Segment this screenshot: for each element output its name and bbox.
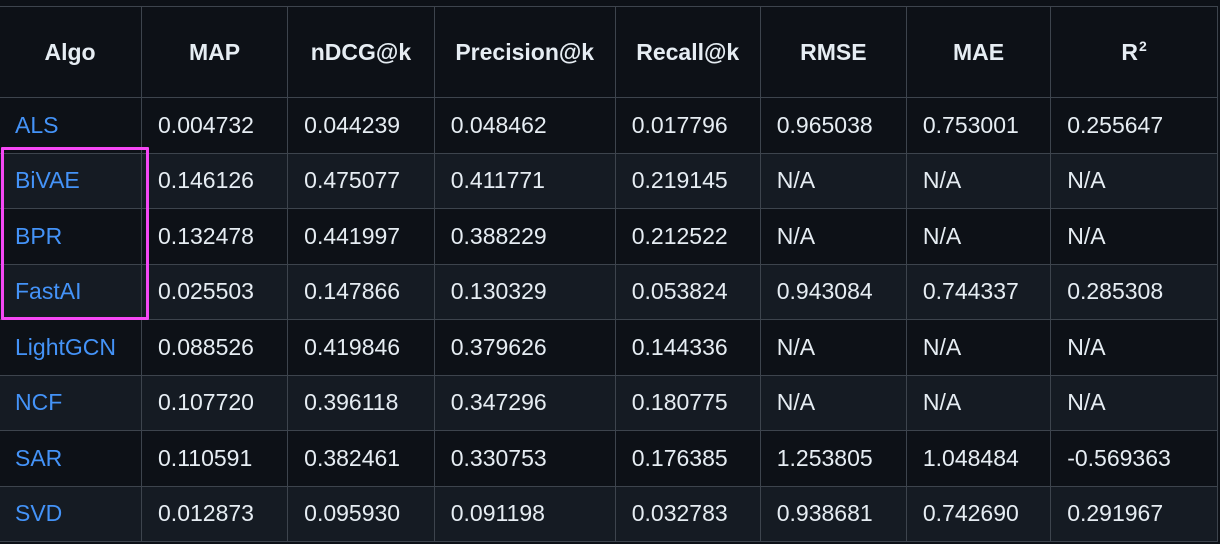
header-r2-superscript: 2 (1139, 38, 1147, 54)
algo-link-text[interactable]: BiVAE (15, 167, 80, 194)
table-row: FastAI 0.025503 0.147866 0.130329 0.0538… (0, 263, 1218, 320)
header-recall: Recall@k (614, 6, 761, 98)
header-precision: Precision@k (433, 6, 616, 98)
cell-precision: 0.379626 (433, 319, 616, 376)
algo-link-lightgcn[interactable]: LightGCN (0, 319, 143, 376)
cell-mae: 1.048484 (905, 430, 1052, 487)
cell-mae: 0.742690 (905, 485, 1052, 542)
cell-mae: N/A (905, 208, 1052, 265)
cell-map: 0.025503 (141, 263, 289, 320)
algo-link-text[interactable]: BPR (15, 222, 63, 249)
cell-r2: 0.291967 (1050, 485, 1218, 542)
cell-recall: 0.219145 (614, 152, 761, 209)
cell-rmse: 0.938681 (759, 485, 907, 542)
cell-ndcg: 0.382461 (287, 430, 435, 487)
table-row: NCF 0.107720 0.396118 0.347296 0.180775 … (0, 374, 1218, 431)
cell-map: 0.107720 (141, 374, 289, 431)
cell-rmse: N/A (759, 208, 907, 265)
cell-precision: 0.388229 (433, 208, 616, 265)
header-algo: Algo (0, 6, 143, 98)
results-table: Algo MAP nDCG@k Precision@k Recall@k RMS… (0, 6, 1218, 542)
cell-ndcg: 0.147866 (287, 263, 435, 320)
algo-link-svd[interactable]: SVD (0, 485, 143, 542)
header-r2: R2 (1050, 6, 1218, 98)
table-body: ALS 0.004732 0.044239 0.048462 0.017796 … (0, 97, 1218, 542)
cell-ndcg: 0.044239 (287, 97, 435, 154)
cell-rmse: N/A (759, 319, 907, 376)
table-row: SVD 0.012873 0.095930 0.091198 0.032783 … (0, 485, 1218, 542)
header-map: MAP (141, 6, 289, 98)
cell-precision: 0.091198 (433, 485, 616, 542)
cell-r2: -0.569363 (1050, 430, 1218, 487)
header-rmse: RMSE (759, 6, 907, 98)
header-r2-base: R (1121, 39, 1139, 65)
cell-recall: 0.032783 (614, 485, 761, 542)
algo-link-text[interactable]: NCF (15, 389, 63, 416)
cell-r2: 0.285308 (1050, 263, 1218, 320)
table-row: SAR 0.110591 0.382461 0.330753 0.176385 … (0, 430, 1218, 487)
cell-map: 0.088526 (141, 319, 289, 376)
algo-link-ncf[interactable]: NCF (0, 374, 143, 431)
algo-link-bivae[interactable]: BiVAE (0, 152, 143, 209)
cell-mae: N/A (905, 374, 1052, 431)
cell-map: 0.012873 (141, 485, 289, 542)
table-row: LightGCN 0.088526 0.419846 0.379626 0.14… (0, 319, 1218, 376)
header-ndcg: nDCG@k (287, 6, 435, 98)
cell-precision: 0.130329 (433, 263, 616, 320)
cell-recall: 0.212522 (614, 208, 761, 265)
cell-precision: 0.330753 (433, 430, 616, 487)
cell-mae: N/A (905, 152, 1052, 209)
cell-r2: N/A (1050, 374, 1218, 431)
cell-rmse: N/A (759, 152, 907, 209)
cell-rmse: N/A (759, 374, 907, 431)
cell-recall: 0.180775 (614, 374, 761, 431)
cell-precision: 0.347296 (433, 374, 616, 431)
cell-ndcg: 0.475077 (287, 152, 435, 209)
table-header: Algo MAP nDCG@k Precision@k Recall@k RMS… (0, 6, 1218, 98)
cell-map: 0.132478 (141, 208, 289, 265)
cell-precision: 0.048462 (433, 97, 616, 154)
algo-link-bpr[interactable]: BPR (0, 208, 143, 265)
cell-recall: 0.017796 (614, 97, 761, 154)
cell-rmse: 0.965038 (759, 97, 907, 154)
cell-map: 0.004732 (141, 97, 289, 154)
cell-rmse: 0.943084 (759, 263, 907, 320)
cell-r2: N/A (1050, 208, 1218, 265)
cell-r2: N/A (1050, 319, 1218, 376)
cell-ndcg: 0.441997 (287, 208, 435, 265)
cell-ndcg: 0.396118 (287, 374, 435, 431)
algo-link-sar[interactable]: SAR (0, 430, 143, 487)
cell-recall: 0.053824 (614, 263, 761, 320)
cell-ndcg: 0.095930 (287, 485, 435, 542)
algo-link-als[interactable]: ALS (0, 97, 143, 154)
header-row: Algo MAP nDCG@k Precision@k Recall@k RMS… (0, 6, 1218, 98)
cell-recall: 0.144336 (614, 319, 761, 376)
header-mae: MAE (905, 6, 1052, 98)
table-row: BPR 0.132478 0.441997 0.388229 0.212522 … (0, 208, 1218, 265)
cell-map: 0.110591 (141, 430, 289, 487)
cell-map: 0.146126 (141, 152, 289, 209)
algo-link-text[interactable]: LightGCN (15, 333, 116, 360)
cell-mae: N/A (905, 319, 1052, 376)
cell-ndcg: 0.419846 (287, 319, 435, 376)
cell-r2: 0.255647 (1050, 97, 1218, 154)
cell-recall: 0.176385 (614, 430, 761, 487)
algo-link-text[interactable]: FastAI (15, 278, 82, 305)
algo-link-fastai[interactable]: FastAI (0, 263, 143, 320)
table-row: ALS 0.004732 0.044239 0.048462 0.017796 … (0, 97, 1218, 154)
cell-r2: N/A (1050, 152, 1218, 209)
algo-link-text[interactable]: SAR (15, 444, 63, 471)
cell-precision: 0.411771 (433, 152, 616, 209)
algo-link-text[interactable]: SVD (15, 500, 63, 527)
cell-mae: 0.744337 (905, 263, 1052, 320)
algo-link-text[interactable]: ALS (15, 111, 59, 138)
cell-rmse: 1.253805 (759, 430, 907, 487)
table-row: BiVAE 0.146126 0.475077 0.411771 0.21914… (0, 152, 1218, 209)
cell-mae: 0.753001 (905, 97, 1052, 154)
